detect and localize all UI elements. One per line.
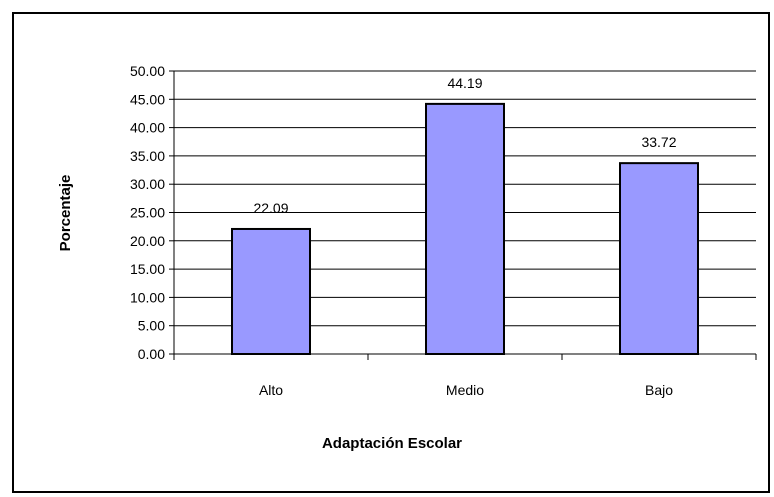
y-tick-labels: 0.00 5.00 10.00 15.00 20.00 25.00 30.00 35.00 40…: [130, 63, 165, 362]
y-tick-label: 30.00: [130, 176, 165, 192]
axes: [169, 70, 757, 360]
y-tick-label: 45.00: [130, 91, 165, 107]
x-axis-title: Adaptación Escolar: [322, 435, 462, 452]
y-tick-label: 20.00: [130, 233, 165, 249]
bar-alto: [231, 227, 311, 355]
x-category-label-alto: Alto: [259, 382, 283, 398]
y-tick-label: 35.00: [130, 148, 165, 164]
y-tick-label: 50.00: [130, 63, 165, 79]
y-tick-label: 40.00: [130, 120, 165, 136]
data-labels: 22.09 44.19 33.72: [253, 75, 676, 216]
y-axis-title: Porcentaje: [57, 175, 74, 252]
x-category-label-medio: Medio: [446, 382, 484, 398]
y-tick-label: 5.00: [138, 318, 165, 334]
bars: [231, 102, 699, 355]
bar-medio: [425, 102, 505, 355]
y-tick-label: 0.00: [138, 346, 165, 362]
y-tick-label: 10.00: [130, 289, 165, 305]
y-tick-label: 15.00: [130, 261, 165, 277]
data-label-bajo: 33.72: [641, 134, 676, 150]
bar-bajo: [619, 162, 699, 355]
data-label-alto: 22.09: [253, 200, 288, 216]
data-label-medio: 44.19: [447, 75, 482, 91]
y-tick-label: 25.00: [130, 205, 165, 221]
x-category-label-bajo: Bajo: [645, 382, 673, 398]
x-category-labels: Alto Medio Bajo: [259, 382, 673, 398]
